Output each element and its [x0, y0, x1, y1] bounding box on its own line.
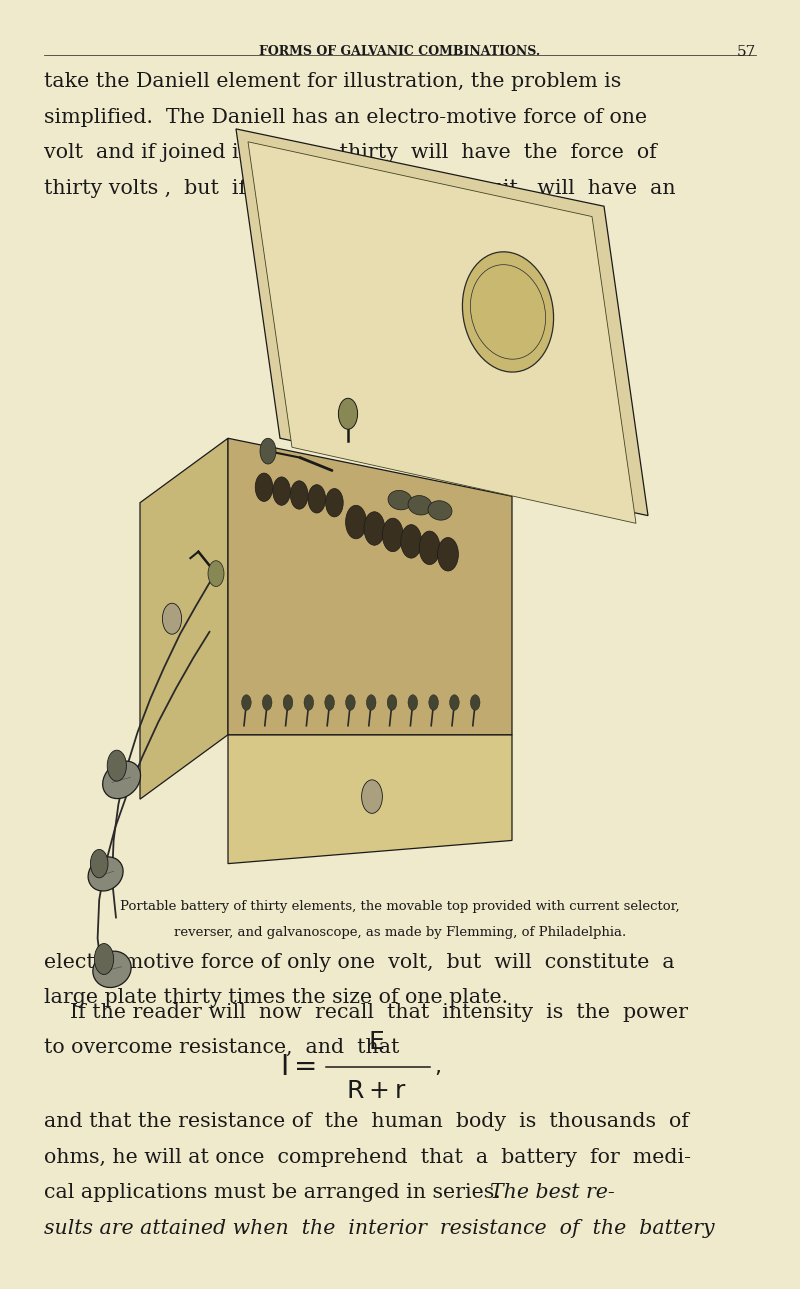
Text: large plate thirty times the size of one plate.: large plate thirty times the size of one… [44, 987, 508, 1007]
Circle shape [290, 481, 308, 509]
Circle shape [162, 603, 182, 634]
Circle shape [429, 695, 438, 710]
Text: If the reader will  now  recall  that  intensity  is  the  power: If the reader will now recall that inten… [44, 1003, 688, 1022]
Circle shape [382, 518, 403, 552]
Circle shape [304, 695, 314, 710]
Circle shape [255, 473, 273, 501]
Ellipse shape [88, 857, 123, 891]
Circle shape [366, 695, 376, 710]
Ellipse shape [93, 951, 131, 987]
Circle shape [438, 538, 458, 571]
Circle shape [107, 750, 126, 781]
Circle shape [90, 849, 108, 878]
Text: volt  and if joined in  series  thirty  will  have  the  force  of: volt and if joined in series thirty will… [44, 143, 657, 162]
Circle shape [94, 944, 114, 974]
Circle shape [346, 505, 366, 539]
Circle shape [242, 695, 251, 710]
Polygon shape [236, 129, 648, 516]
Ellipse shape [102, 761, 141, 799]
Circle shape [362, 780, 382, 813]
Text: $\mathrm{E}$: $\mathrm{E}$ [368, 1031, 384, 1054]
Text: Portable battery of thirty elements, the movable top provided with current selec: Portable battery of thirty elements, the… [120, 900, 680, 913]
Circle shape [326, 489, 343, 517]
Circle shape [364, 512, 385, 545]
Circle shape [262, 695, 272, 710]
Text: $,$: $,$ [434, 1056, 441, 1079]
Polygon shape [236, 445, 508, 728]
Circle shape [325, 695, 334, 710]
Polygon shape [140, 438, 228, 799]
Text: sults are attained when  the  interior  resistance  of  the  battery: sults are attained when the interior res… [44, 1219, 714, 1237]
Circle shape [273, 477, 290, 505]
Circle shape [408, 695, 418, 710]
Text: and that the resistance of  the  human  body  is  thousands  of: and that the resistance of the human bod… [44, 1112, 689, 1132]
Text: electro-motive force of only one  volt,  but  will  constitute  a: electro-motive force of only one volt, b… [44, 953, 674, 972]
Text: $\mathrm{R + r}$: $\mathrm{R + r}$ [346, 1080, 406, 1103]
Ellipse shape [388, 490, 412, 510]
Ellipse shape [462, 251, 554, 373]
Text: FIG. 28.: FIG. 28. [373, 335, 427, 348]
Ellipse shape [428, 500, 452, 521]
Ellipse shape [408, 495, 432, 516]
Circle shape [470, 695, 480, 710]
Text: thirty volts ,  but  if  joined  in  simple  circuit,  will  have  an: thirty volts , but if joined in simple c… [44, 179, 676, 197]
Circle shape [387, 695, 397, 710]
Circle shape [338, 398, 358, 429]
Text: ohms, he will at once  comprehend  that  a  battery  for  medi-: ohms, he will at once comprehend that a … [44, 1147, 691, 1167]
Text: simplified.  The Daniell has an electro-motive force of one: simplified. The Daniell has an electro-m… [44, 108, 647, 126]
Text: take the Daniell element for illustration, the problem is: take the Daniell element for illustratio… [44, 72, 622, 92]
Text: to overcome resistance,  and  that: to overcome resistance, and that [44, 1039, 399, 1057]
Circle shape [283, 695, 293, 710]
Circle shape [260, 438, 276, 464]
Circle shape [450, 695, 459, 710]
Polygon shape [228, 735, 512, 864]
Circle shape [401, 525, 422, 558]
Text: FORMS OF GALVANIC COMBINATIONS.: FORMS OF GALVANIC COMBINATIONS. [259, 45, 541, 58]
Circle shape [346, 695, 355, 710]
Polygon shape [228, 438, 512, 735]
Text: 57: 57 [737, 45, 756, 59]
Text: reverser, and galvanoscope, as made by Flemming, of Philadelphia.: reverser, and galvanoscope, as made by F… [174, 926, 626, 938]
Circle shape [419, 531, 440, 565]
Text: cal applications must be arranged in series.: cal applications must be arranged in ser… [44, 1183, 501, 1203]
Circle shape [208, 561, 224, 586]
Text: $\mathrm{I{=}}$: $\mathrm{I{=}}$ [280, 1054, 316, 1080]
Circle shape [308, 485, 326, 513]
Polygon shape [248, 142, 636, 523]
Text: The best re-: The best re- [477, 1183, 614, 1203]
